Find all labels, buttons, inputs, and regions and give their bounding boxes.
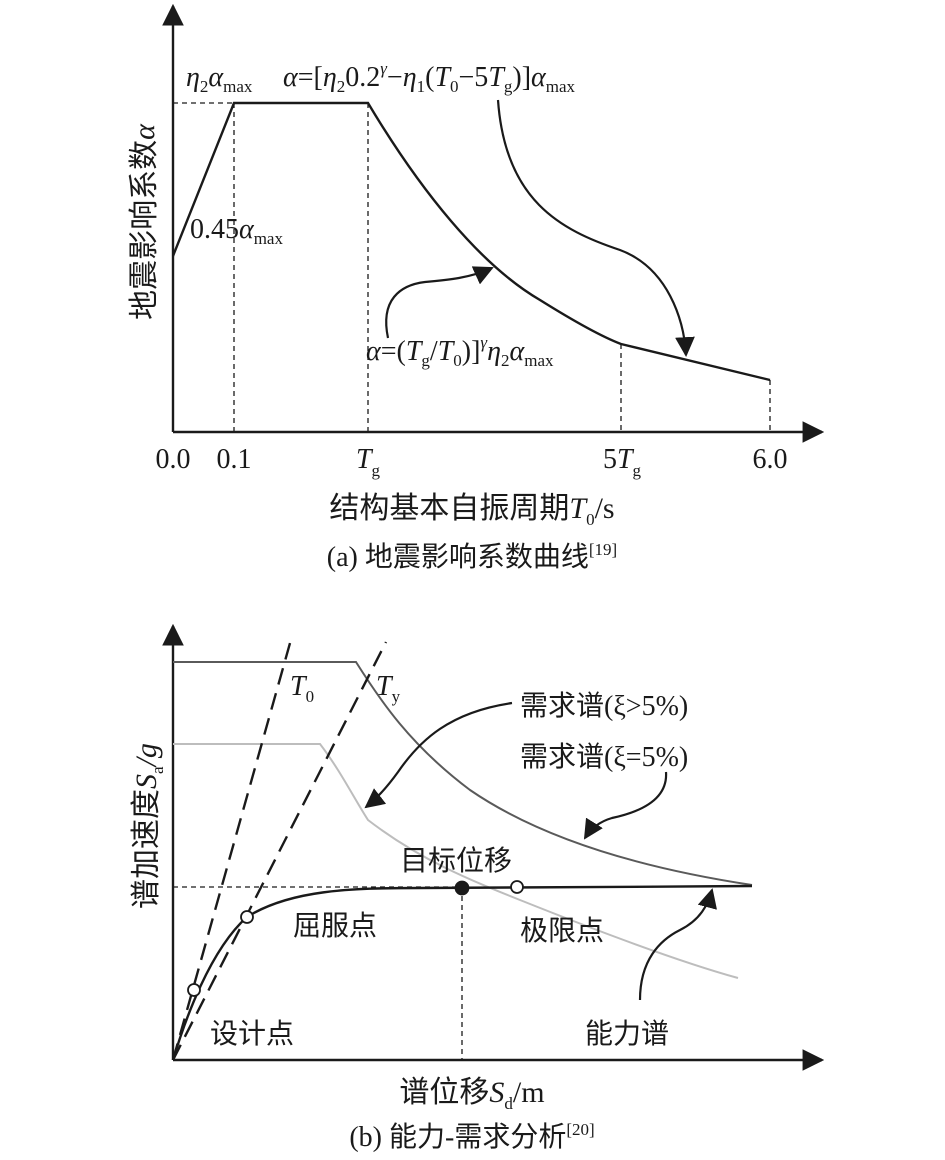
b-label-ty: Ty (376, 671, 401, 706)
b-arrow-demand-eq (583, 771, 668, 840)
a-arrow-linear (496, 99, 695, 357)
b-label-demand-gt: 需求谱(ξ>5%) (520, 690, 688, 722)
a-tick-5tg: 5Tg (603, 444, 642, 480)
b-demand-spectrum-high-damping (173, 661, 753, 886)
a-label-start: 0.45αmax (190, 214, 283, 248)
a-formula-curve: α=(Tg/T0)]γη2αmax (366, 333, 554, 370)
b-label-ultimate: 极限点 (520, 915, 604, 947)
svg-text:谱加速度Sa/g: 谱加速度Sa/g (130, 743, 167, 909)
a-y-label: 地震影响系数α (128, 123, 161, 320)
a-formula-linear: α=[η20.2γ−η1(T0−5Tg)]αmax (283, 59, 576, 96)
b-label-yield: 屈服点 (293, 911, 377, 942)
b-arrow-capacity (638, 888, 717, 1001)
a-tick-01: 0.1 (217, 444, 252, 475)
a-tick-0: 0.0 (156, 444, 191, 475)
a-caption: (a) 地震影响系数曲线[19] (327, 540, 617, 573)
panel-b: 谱加速度Sa/g T0 Ty 需求谱(ξ>5%) 需求谱(ξ=5%) 目标位移 … (130, 623, 825, 1153)
b-capacity-spectrum (171, 884, 753, 1061)
b-ultimate-point (510, 880, 524, 894)
a-arrow-curve (385, 266, 494, 339)
b-label-target: 目标位移 (400, 845, 512, 877)
b-period-line-t0 (171, 635, 294, 1061)
panel-a: 地震影响系数α 0.0 0.1 Tg 5Tg 6.0 η2αmax α=[η20… (128, 3, 825, 573)
a-x-label: 结构基本自振周期T0/s (329, 492, 614, 529)
a-tick-6: 6.0 (753, 444, 788, 475)
b-design-point (187, 983, 201, 997)
b-target-point (454, 880, 470, 896)
b-yield-point (240, 910, 254, 924)
b-label-t0: T0 (290, 671, 314, 706)
b-caption: (b) 能力-需求分析[20] (349, 1120, 594, 1153)
a-response-curve (171, 101, 771, 382)
b-y-label: 谱加速度Sa/g (130, 743, 167, 909)
a-label-plateau: η2αmax (186, 62, 253, 96)
b-x-label: 谱位移Sd/m (399, 1076, 544, 1113)
b-period-line-ty (171, 641, 388, 1061)
b-arrow-demand-gt (364, 701, 513, 809)
b-label-demand-eq: 需求谱(ξ=5%) (520, 741, 688, 773)
a-tick-tg: Tg (356, 444, 381, 480)
svg-text:地震影响系数α: 地震影响系数α (128, 123, 161, 320)
b-label-design: 设计点 (210, 1018, 294, 1050)
b-label-capacity: 能力谱 (585, 1018, 669, 1050)
